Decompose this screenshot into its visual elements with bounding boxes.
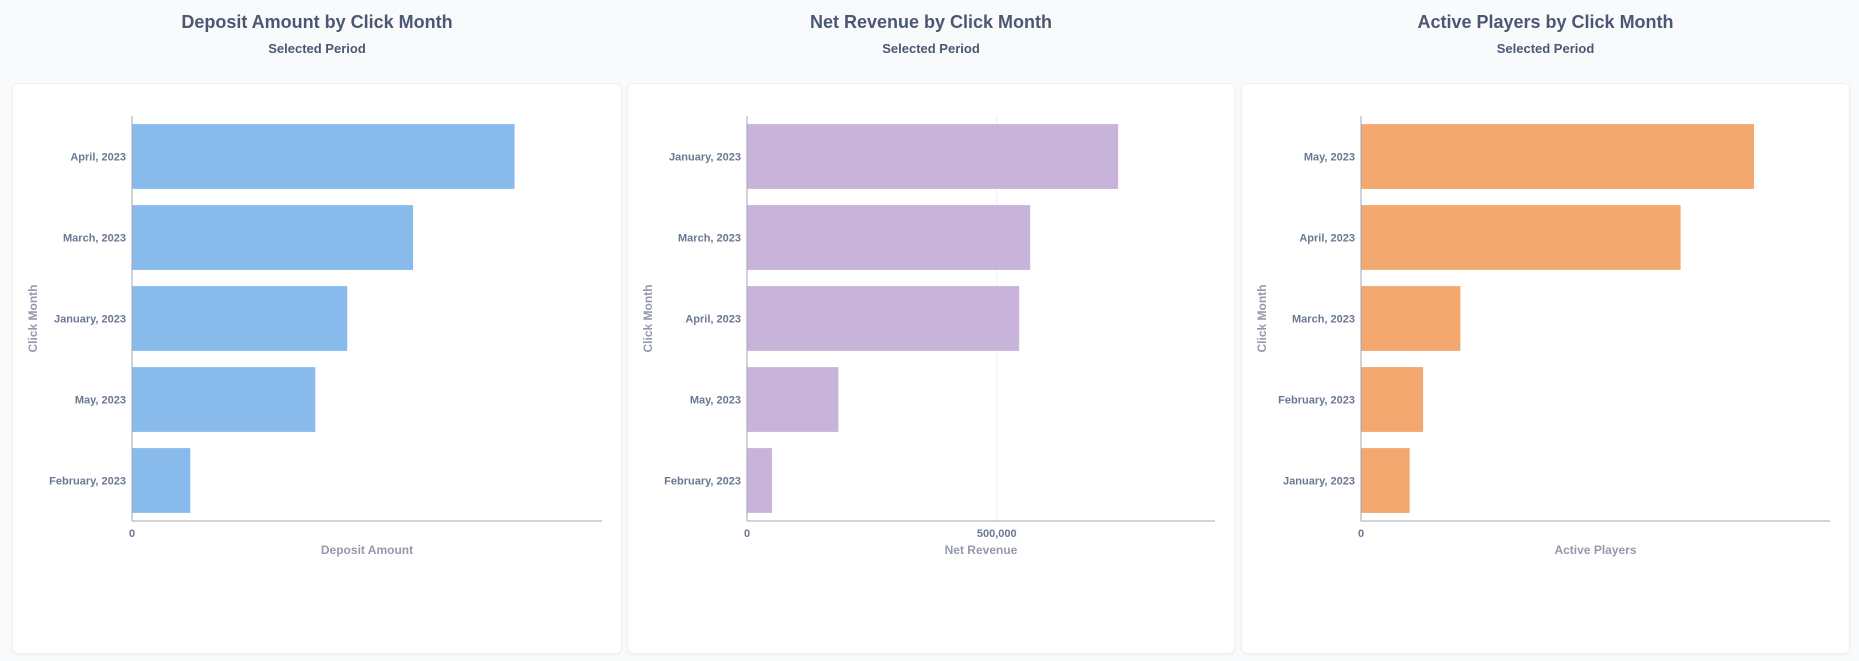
bar-chart-active-players: May, 2023 April, 2023 March, 2023 February,… — [1255, 116, 1830, 557]
bar[interactable] — [132, 124, 515, 189]
chart-panel-deposit-amount: Deposit Amount by Click Month Selected P… — [10, 0, 624, 661]
category-label: March, 2023 — [1292, 314, 1355, 326]
chart-header: Active Players by Click Month Selected P… — [1239, 0, 1852, 56]
x-axis-title: Active Players — [1554, 543, 1636, 557]
category-label: February, 2023 — [49, 476, 126, 488]
category-label: April, 2023 — [70, 152, 126, 164]
category-label: May, 2023 — [690, 395, 741, 407]
bar-chart-net-revenue: January, 2023 March, 2023 April, 2023 May, … — [641, 116, 1215, 557]
category-label: January, 2023 — [669, 152, 741, 164]
chart-title[interactable]: Net Revenue by Click Month — [809, 12, 1053, 32]
chart-title[interactable]: Deposit Amount by Click Month — [181, 12, 453, 32]
x-axis-title: Deposit Amount — [321, 543, 413, 557]
bar[interactable] — [1361, 367, 1424, 432]
category-label: January, 2023 — [1283, 476, 1355, 488]
y-axis-title: Click Month — [641, 285, 655, 353]
chart-header: Net Revenue by Click Month Selected Peri… — [625, 0, 1237, 56]
y-axis-title: Click Month — [26, 285, 40, 353]
bar[interactable] — [1361, 205, 1681, 270]
category-label: May, 2023 — [1304, 152, 1355, 164]
category-label: March, 2023 — [678, 233, 741, 245]
x-axis-title: Net Revenue — [945, 543, 1018, 557]
x-tick-label: 0 — [129, 528, 135, 540]
chart-panel-active-players: Active Players by Click Month Selected P… — [1239, 0, 1852, 661]
bar[interactable] — [1361, 448, 1410, 513]
category-label: April, 2023 — [685, 314, 741, 326]
bar[interactable] — [747, 367, 839, 432]
bar[interactable] — [1361, 286, 1461, 351]
bar-chart-deposit-amount: April, 2023 March, 2023 January, 2023 May, … — [26, 116, 602, 557]
x-tick-label: 500,000 — [977, 528, 1017, 540]
chart-subtitle: Selected Period — [1496, 41, 1595, 56]
category-label: January, 2023 — [54, 314, 126, 326]
chart-card: May, 2023 April, 2023 March, 2023 February,… — [1241, 83, 1850, 654]
chart-card: April, 2023 March, 2023 January, 2023 May, … — [12, 83, 622, 654]
category-label: May, 2023 — [75, 395, 126, 407]
category-label: February, 2023 — [664, 476, 741, 488]
chart-subtitle: Selected Period — [882, 41, 980, 56]
bar[interactable] — [132, 367, 316, 432]
bar[interactable] — [132, 205, 414, 270]
bar[interactable] — [1361, 124, 1755, 189]
bar[interactable] — [132, 448, 191, 513]
category-label: March, 2023 — [63, 233, 126, 245]
bar[interactable] — [747, 205, 1031, 270]
x-tick-label: 0 — [744, 528, 750, 540]
chart-header: Deposit Amount by Click Month Selected P… — [10, 0, 624, 56]
y-axis-title: Click Month — [1255, 285, 1269, 353]
bar[interactable] — [747, 286, 1020, 351]
chart-subtitle: Selected Period — [268, 41, 366, 56]
chart-panel-net-revenue: Net Revenue by Click Month Selected Peri… — [625, 0, 1237, 661]
chart-card: January, 2023 March, 2023 April, 2023 May, … — [627, 83, 1235, 654]
bar[interactable] — [747, 448, 772, 513]
bar[interactable] — [747, 124, 1119, 189]
bar[interactable] — [132, 286, 348, 351]
chart-title[interactable]: Active Players by Click Month — [1417, 12, 1674, 32]
x-tick-label: 0 — [1358, 528, 1364, 540]
category-label: April, 2023 — [1299, 233, 1355, 245]
category-label: February, 2023 — [1278, 395, 1355, 407]
